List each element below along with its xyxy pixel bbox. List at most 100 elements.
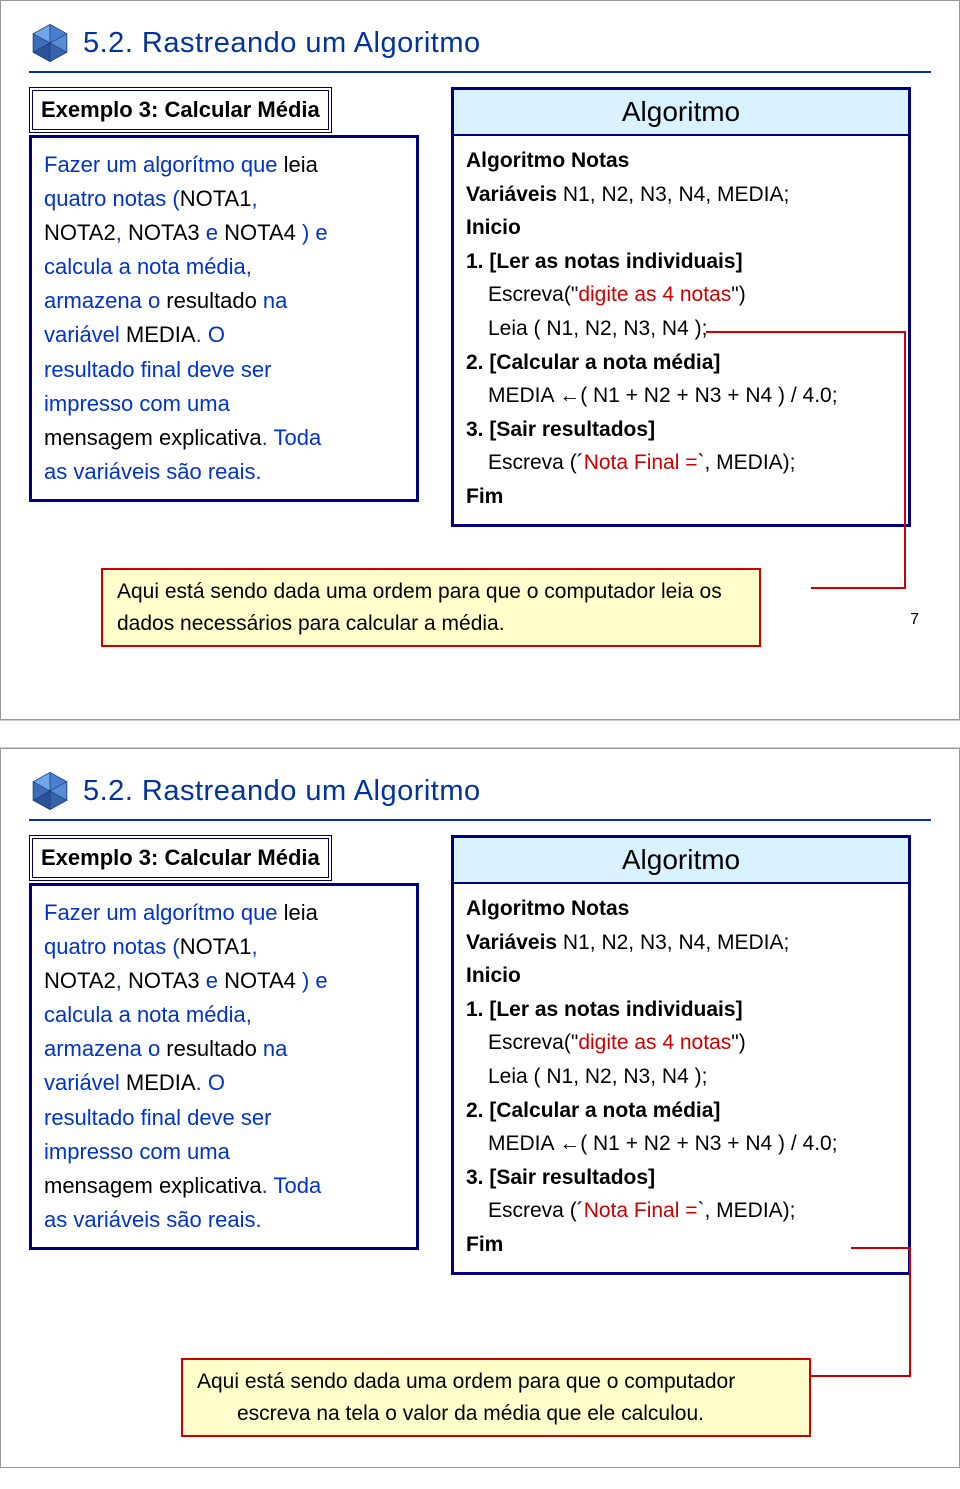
- txt: quatro notas (: [44, 934, 180, 959]
- txt: "): [731, 283, 745, 306]
- txt: Escreva(": [488, 1031, 578, 1054]
- txt: calcula a nota média,: [44, 254, 252, 279]
- slide-separator: [0, 720, 960, 748]
- algorithm-box: Algoritmo Algoritmo Notas Variáveis N1, …: [451, 835, 911, 1275]
- slide-title: 5.2. Rastreando um Algoritmo: [83, 27, 481, 60]
- txt: Fazer um algorítmo que: [44, 900, 284, 925]
- algo-line: Variáveis: [466, 183, 557, 206]
- txt: ) e: [296, 968, 328, 993]
- txt: ( N1 + N2 + N3 + N4 ) / 4.0;: [580, 384, 837, 407]
- problem-statement-box: Fazer um algorítmo que leia quatro notas…: [29, 883, 419, 1250]
- txt: MEDIA: [126, 322, 196, 347]
- txt: armazena o: [44, 288, 166, 313]
- txt: variável: [44, 1070, 126, 1095]
- txt: NOTA2: [44, 968, 116, 993]
- slide-8: 5.2. Rastreando um Algoritmo Exemplo 3: …: [0, 748, 960, 1468]
- slide-title: 5.2. Rastreando um Algoritmo: [83, 775, 481, 808]
- txt: . O: [196, 322, 225, 347]
- txt: Escreva(": [488, 283, 578, 306]
- txt: mensagem explicativa: [44, 425, 262, 450]
- algo-line: MEDIA ←( N1 + N2 + N3 + N4 ) / 4.0;: [466, 379, 896, 413]
- algo-line: Escreva (´Nota Final =`, MEDIA);: [466, 1194, 896, 1228]
- content-row: Exemplo 3: Calcular Média Fazer um algor…: [29, 835, 931, 1275]
- algo-line: Variáveis: [466, 931, 557, 954]
- txt: . Toda: [262, 1173, 322, 1198]
- txt: NOTA1: [180, 186, 252, 211]
- connector-line: [851, 1247, 911, 1249]
- txt: resultado: [166, 288, 257, 313]
- algorithm-body: Algoritmo Notas Variáveis N1, N2, N3, N4…: [454, 884, 908, 1272]
- connector-line: [904, 331, 906, 589]
- txt: NOTA3: [128, 968, 200, 993]
- txt: as variáveis são reais.: [44, 459, 262, 484]
- txt: Fazer um algorítmo que: [44, 152, 284, 177]
- slide-7: 5.2. Rastreando um Algoritmo Exemplo 3: …: [0, 0, 960, 720]
- footnote-line: escreva na tela o valor da média que ele…: [197, 1402, 704, 1425]
- algo-line: Fim: [466, 1233, 503, 1256]
- txt: ,: [251, 934, 257, 959]
- txt: . Toda: [262, 425, 322, 450]
- algo-line: Fim: [466, 485, 503, 508]
- title-row: 5.2. Rastreando um Algoritmo: [29, 19, 931, 73]
- right-column: Algoritmo Algoritmo Notas Variáveis N1, …: [451, 835, 911, 1275]
- right-column: Algoritmo Algoritmo Notas Variáveis N1, …: [451, 87, 911, 527]
- txt: e: [200, 968, 224, 993]
- algo-line: N1, N2, N3, N4, MEDIA;: [557, 183, 789, 206]
- left-column: Exemplo 3: Calcular Média Fazer um algor…: [29, 87, 419, 527]
- algo-line: 3. [Sair resultados]: [466, 418, 655, 441]
- example-title-box: Exemplo 3: Calcular Média: [29, 835, 332, 881]
- txt: MEDIA: [488, 1132, 559, 1155]
- algo-line: 1. [Ler as notas individuais]: [466, 998, 743, 1021]
- content-row: Exemplo 3: Calcular Média Fazer um algor…: [29, 87, 931, 527]
- footnote-box: Aqui está sendo dada uma ordem para que …: [181, 1358, 811, 1437]
- algorithm-header: Algoritmo: [454, 838, 908, 884]
- algo-line: Leia ( N1, N2, N3, N4 );: [466, 312, 896, 346]
- page-number: 7: [910, 611, 919, 629]
- txt: "): [731, 1031, 745, 1054]
- txt: ,: [251, 186, 257, 211]
- txt: NOTA1: [180, 934, 252, 959]
- txt: calcula a nota média,: [44, 1002, 252, 1027]
- algo-line: Algoritmo Notas: [466, 897, 629, 920]
- example-title-box: Exemplo 3: Calcular Média: [29, 87, 332, 133]
- txt: NOTA3: [128, 220, 200, 245]
- txt: ,: [116, 220, 128, 245]
- footnote-line: dados necessários para calcular a média.: [117, 612, 505, 635]
- algo-line: MEDIA ←( N1 + N2 + N3 + N4 ) / 4.0;: [466, 1127, 896, 1161]
- logo-icon: [29, 22, 71, 64]
- txt: digite as 4 notas: [578, 283, 731, 306]
- txt: Nota Final =: [584, 1199, 698, 1222]
- txt: ( N1 + N2 + N3 + N4 ) / 4.0;: [580, 1132, 837, 1155]
- txt: e: [200, 220, 224, 245]
- txt: `, MEDIA);: [698, 1199, 796, 1222]
- txt: resultado final deve ser: [44, 1105, 271, 1130]
- algo-line: Escreva (´Nota Final =`, MEDIA);: [466, 446, 896, 480]
- txt: as variáveis são reais.: [44, 1207, 262, 1232]
- txt: NOTA4: [224, 968, 296, 993]
- txt: digite as 4 notas: [578, 1031, 731, 1054]
- algorithm-body: Algoritmo Notas Variáveis N1, N2, N3, N4…: [454, 136, 908, 524]
- left-column: Exemplo 3: Calcular Média Fazer um algor…: [29, 835, 419, 1275]
- txt: . O: [196, 1070, 225, 1095]
- txt: leia: [284, 900, 318, 925]
- assign-arrow-icon: ←: [559, 384, 580, 407]
- txt: Nota Final =: [584, 451, 698, 474]
- algorithm-box: Algoritmo Algoritmo Notas Variáveis N1, …: [451, 87, 911, 527]
- connector-line: [811, 587, 906, 589]
- title-row: 5.2. Rastreando um Algoritmo: [29, 767, 931, 821]
- connector-line: [909, 1247, 911, 1377]
- txt: Escreva (´: [488, 1199, 584, 1222]
- algo-line: Inicio: [466, 216, 521, 239]
- txt: NOTA4: [224, 220, 296, 245]
- footnote-box: Aqui está sendo dada uma ordem para que …: [101, 568, 761, 647]
- txt: na: [257, 288, 288, 313]
- algo-line: Escreva("digite as 4 notas"): [466, 278, 896, 312]
- txt: ,: [116, 968, 128, 993]
- txt: armazena o: [44, 1036, 166, 1061]
- algo-line: N1, N2, N3, N4, MEDIA;: [557, 931, 789, 954]
- algo-line: Algoritmo Notas: [466, 149, 629, 172]
- assign-arrow-icon: ←: [559, 1132, 580, 1155]
- txt: mensagem explicativa: [44, 1173, 262, 1198]
- txt: MEDIA: [126, 1070, 196, 1095]
- footnote-line: Aqui está sendo dada uma ordem para que …: [197, 1370, 735, 1393]
